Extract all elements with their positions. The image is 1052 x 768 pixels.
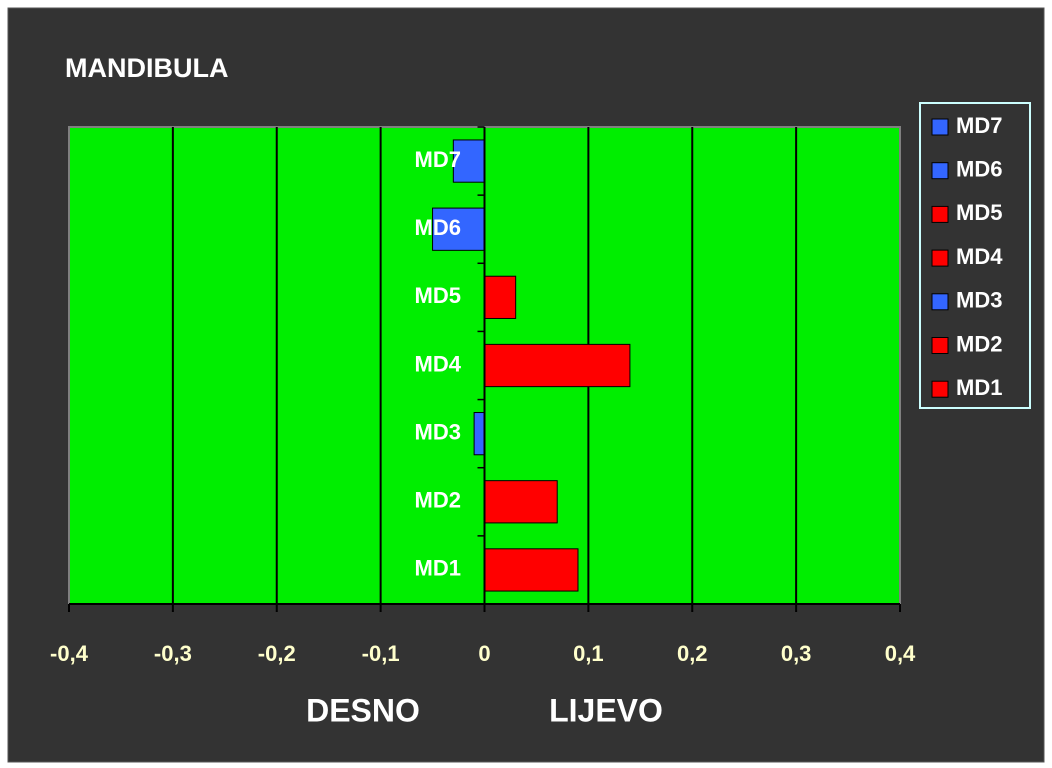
legend-label: MD4 bbox=[956, 244, 1003, 269]
x-tick-label: 0,1 bbox=[573, 641, 604, 666]
legend-label: MD1 bbox=[956, 375, 1002, 400]
x-tick-label: -0,4 bbox=[50, 641, 89, 666]
legend-label: MD7 bbox=[956, 113, 1002, 138]
legend-swatch bbox=[931, 249, 949, 267]
legend-swatch bbox=[931, 337, 949, 354]
y-tick-label: MD5 bbox=[415, 283, 461, 308]
legend-label: MD5 bbox=[956, 200, 1002, 225]
bar bbox=[484, 275, 517, 319]
y-tick-label: MD1 bbox=[415, 556, 461, 581]
legend-swatch bbox=[931, 118, 949, 136]
x-tick-label: -0,3 bbox=[154, 641, 192, 666]
x-tick-label: 0,2 bbox=[677, 641, 708, 666]
bar bbox=[432, 207, 485, 251]
x-tick-label: 0 bbox=[478, 641, 490, 666]
legend-swatch bbox=[931, 380, 949, 398]
y-tick-label: MD2 bbox=[415, 488, 461, 513]
y-tick-label: MD7 bbox=[415, 147, 461, 172]
x-tick-label: 0,4 bbox=[885, 641, 916, 666]
bar bbox=[484, 548, 579, 592]
x-tick-label: -0,1 bbox=[362, 641, 400, 666]
y-tick-label: MD3 bbox=[415, 419, 461, 444]
legend-label: MD6 bbox=[956, 157, 1002, 182]
chart-title: MANDIBULA bbox=[65, 53, 228, 83]
y-tick-label: MD4 bbox=[415, 351, 462, 376]
bar bbox=[473, 412, 485, 456]
axis-label: LIJEVO bbox=[549, 692, 663, 728]
axis-label: DESNO bbox=[306, 692, 420, 728]
legend-label: MD3 bbox=[956, 288, 1002, 313]
legend-swatch bbox=[931, 293, 949, 311]
y-tick-label: MD6 bbox=[415, 215, 461, 240]
legend-label: MD2 bbox=[956, 331, 1002, 356]
legend-swatch bbox=[931, 162, 949, 180]
bar bbox=[484, 480, 558, 524]
bar bbox=[484, 343, 631, 388]
x-tick-label: 0,3 bbox=[781, 641, 812, 666]
x-tick-label: -0,2 bbox=[258, 641, 296, 666]
legend-swatch bbox=[931, 205, 949, 223]
legend bbox=[919, 102, 1031, 409]
